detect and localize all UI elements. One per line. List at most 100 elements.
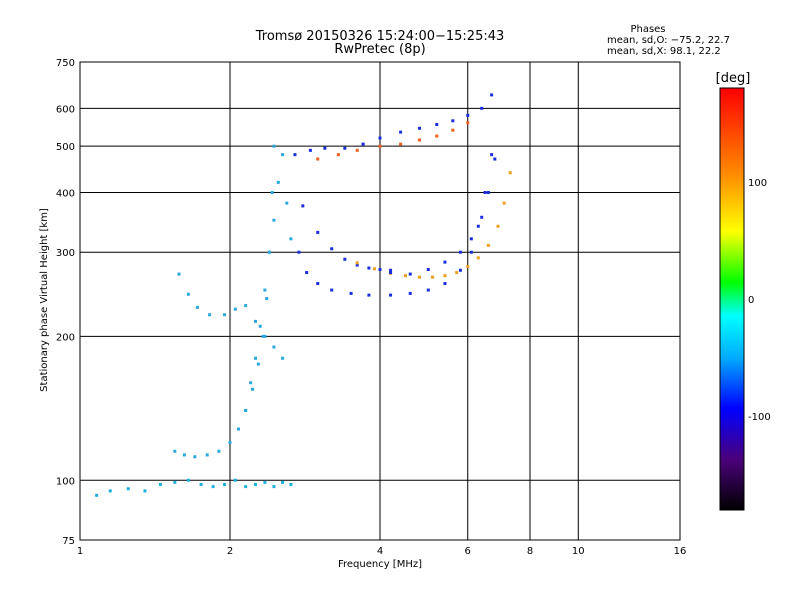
data-point [469, 237, 473, 241]
data-point [261, 334, 265, 338]
data-point [251, 387, 255, 391]
data-point [223, 482, 227, 486]
colorbar-tick-label: -100 [748, 412, 771, 423]
x-tick-label: 2 [227, 546, 233, 557]
data-point [458, 250, 462, 254]
data-point [466, 121, 470, 125]
data-point [431, 275, 435, 279]
phases-o-stats: mean, sd,O: −75.2, 22.7 [607, 35, 730, 46]
data-point [223, 313, 227, 317]
data-point [417, 138, 421, 142]
x-tick-label: 6 [465, 546, 471, 557]
data-point [253, 319, 257, 323]
data-point [483, 190, 487, 194]
data-point [272, 485, 276, 489]
data-point [355, 263, 359, 267]
data-point [417, 126, 421, 130]
data-point [297, 250, 301, 254]
data-point [199, 482, 203, 486]
data-point [389, 271, 393, 275]
data-point [236, 427, 240, 431]
data-point [493, 157, 497, 161]
data-point [378, 136, 382, 140]
x-tick-label: 10 [572, 546, 585, 557]
data-point [285, 201, 289, 205]
data-point [270, 190, 274, 194]
x-tick-label: 4 [377, 546, 383, 557]
data-point [186, 478, 190, 482]
data-point [173, 449, 177, 453]
data-point [323, 146, 327, 150]
data-point [417, 275, 421, 279]
y-tick-label: 200 [56, 332, 75, 343]
tick-labels: 1 2 4 6 8 10 16 75 100 200 300 400 500 600 750 [56, 58, 686, 557]
trace [293, 93, 494, 157]
data-point [330, 288, 334, 292]
y-tick-label: 75 [62, 536, 75, 547]
data-point [426, 268, 430, 272]
data-point [263, 288, 267, 292]
data-point [263, 334, 267, 338]
data-point [301, 204, 305, 208]
data-points [95, 93, 512, 497]
y-tick-label: 400 [56, 188, 75, 199]
data-point [208, 313, 212, 317]
y-tick-label: 500 [56, 142, 75, 153]
data-point [281, 356, 285, 360]
data-point [336, 153, 340, 157]
trace [177, 272, 285, 360]
data-point [343, 257, 347, 261]
data-point [256, 362, 260, 366]
data-point [389, 268, 393, 272]
data-point [451, 128, 455, 132]
y-axis-label: Stationary phase Virtual Height [km] [39, 208, 50, 392]
data-point [289, 237, 293, 241]
data-point [399, 142, 403, 146]
x-axis-label: Frequency [MHz] [338, 559, 422, 570]
data-point [502, 201, 506, 205]
data-point [308, 148, 312, 152]
data-point [435, 123, 439, 127]
data-point [193, 455, 197, 459]
data-point [316, 157, 320, 161]
data-point [490, 153, 494, 157]
data-point [373, 267, 377, 271]
data-point [466, 113, 470, 117]
colorbar-label: [deg] [716, 71, 751, 86]
trace [244, 153, 293, 412]
data-point [330, 247, 334, 251]
trace [301, 204, 393, 272]
x-tick-label: 16 [674, 546, 687, 557]
data-point [486, 190, 490, 194]
data-point [143, 489, 147, 493]
data-point [469, 250, 473, 254]
chart-title: Tromsø 20150326 15:24:00−15:25:43 [255, 29, 505, 44]
x-tick-label: 1 [77, 546, 83, 557]
data-point [253, 482, 257, 486]
data-point [233, 478, 237, 482]
data-point [408, 272, 412, 276]
data-point [211, 485, 215, 489]
data-point [355, 261, 359, 265]
trace [389, 157, 497, 276]
data-point [389, 293, 393, 297]
data-point [272, 144, 276, 148]
data-point [177, 272, 181, 276]
data-point [367, 293, 371, 297]
data-point [293, 153, 297, 157]
trace [316, 121, 470, 161]
data-point [443, 260, 447, 264]
data-point [195, 305, 199, 309]
data-point [244, 304, 248, 308]
data-point [233, 307, 237, 311]
data-point [182, 453, 186, 457]
y-tick-label: 750 [56, 58, 75, 69]
plot-frame [79, 61, 681, 541]
data-point [408, 291, 412, 295]
data-point [263, 480, 267, 484]
data-point [490, 93, 494, 97]
colorbar [719, 87, 745, 511]
y-tick-label: 600 [56, 104, 75, 115]
data-point [435, 134, 439, 138]
